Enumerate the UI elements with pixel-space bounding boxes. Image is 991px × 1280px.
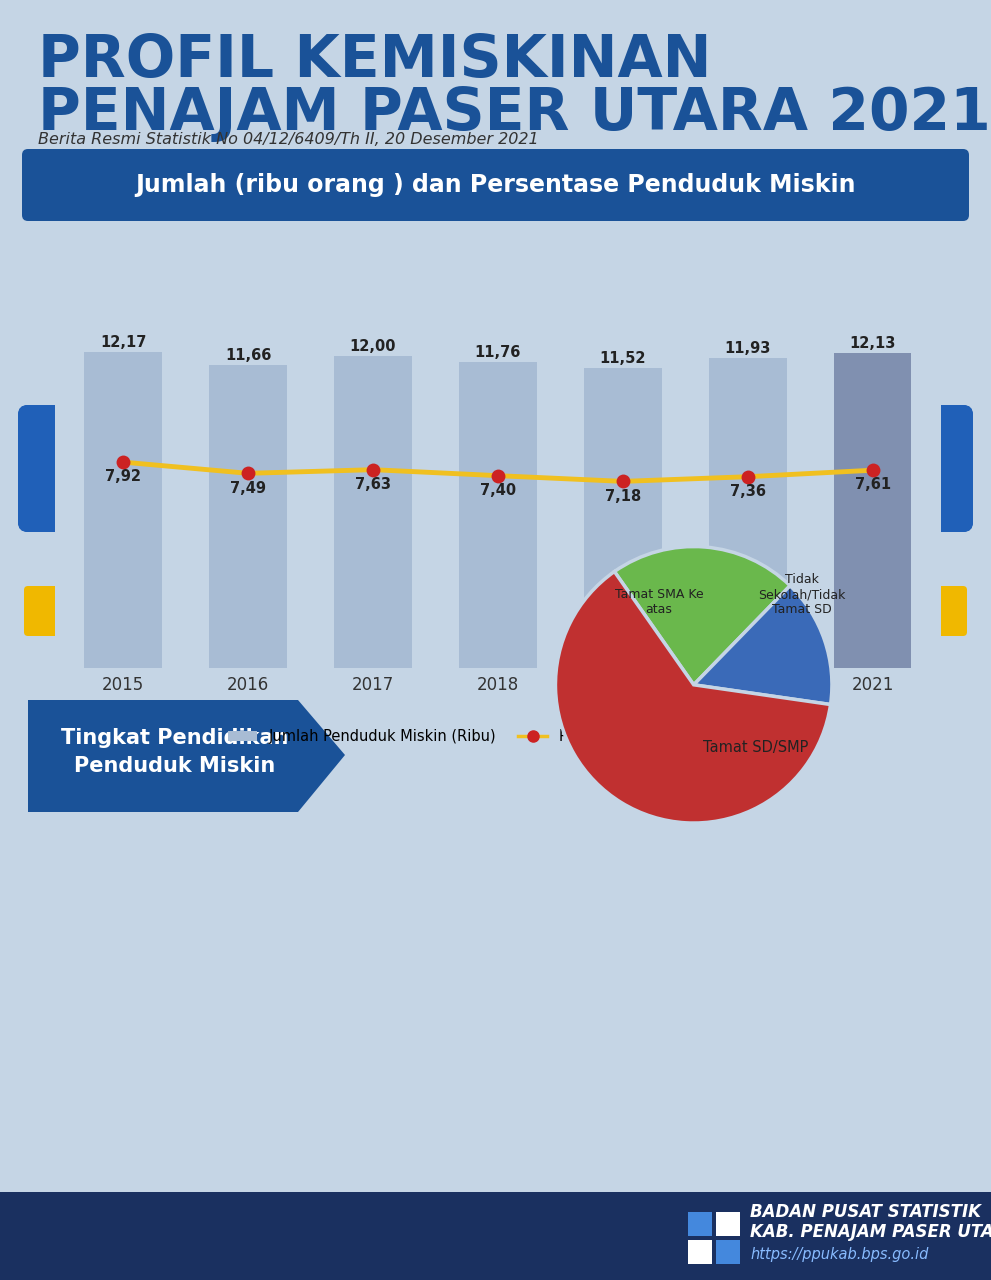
- Text: 7,49: 7,49: [230, 480, 267, 495]
- Bar: [521, 509, 963, 600]
- Text: Tingkat Pendidikan
Penduduk Miskin: Tingkat Pendidikan Penduduk Miskin: [61, 728, 288, 776]
- Text: Berita Resmi Statistik No 04/12/6409/Th II, 20 Desember 2021: Berita Resmi Statistik No 04/12/6409/Th …: [38, 132, 539, 147]
- Text: 12,13: 12,13: [849, 335, 896, 351]
- Polygon shape: [308, 529, 340, 567]
- Text: 7,61: 7,61: [854, 477, 891, 493]
- Text: 11,52: 11,52: [600, 352, 646, 366]
- Bar: [334, 356, 412, 668]
- Bar: [0, 1192, 991, 1280]
- Bar: [710, 358, 787, 668]
- Text: 11,93: 11,93: [724, 340, 771, 356]
- FancyBboxPatch shape: [18, 404, 480, 532]
- Text: KAB. PENAJAM PASER UTARA: KAB. PENAJAM PASER UTARA: [750, 1222, 991, 1242]
- Polygon shape: [801, 529, 833, 567]
- Text: 7,63: 7,63: [355, 477, 391, 492]
- Text: 12,17: 12,17: [100, 334, 147, 349]
- Text: PROFIL KEMISKINAN: PROFIL KEMISKINAN: [38, 32, 712, 90]
- Text: 7,61%: 7,61%: [559, 521, 751, 575]
- FancyBboxPatch shape: [511, 404, 973, 532]
- Bar: [84, 352, 162, 668]
- Text: 11,66: 11,66: [225, 348, 272, 362]
- Bar: [209, 365, 286, 668]
- Text: 7,92: 7,92: [105, 470, 141, 484]
- Text: 12,00: 12,00: [350, 339, 396, 355]
- Text: Garis Kemiskinan Penajam Paser Utara Tahun 2021  sebesar Rp 513.666,- /kapita/bu: Garis Kemiskinan Penajam Paser Utara Tah…: [100, 603, 890, 618]
- Text: Miskin: Miskin: [211, 474, 287, 494]
- Bar: [584, 369, 662, 668]
- Bar: [834, 352, 912, 668]
- FancyBboxPatch shape: [511, 404, 973, 532]
- Text: Tamat SMA Ke
atas: Tamat SMA Ke atas: [614, 588, 704, 616]
- Wedge shape: [614, 547, 790, 685]
- Bar: [688, 1212, 712, 1236]
- Text: 7,36: 7,36: [729, 484, 766, 499]
- FancyBboxPatch shape: [22, 148, 969, 221]
- Text: BADAN PUSAT STATISTIK: BADAN PUSAT STATISTIK: [750, 1203, 981, 1221]
- Text: Tamat SD/SMP: Tamat SD/SMP: [704, 740, 809, 754]
- Wedge shape: [556, 572, 830, 823]
- Text: Jumlah Penduduk: Jumlah Penduduk: [147, 447, 352, 466]
- Text: 7,18: 7,18: [605, 489, 641, 503]
- Wedge shape: [694, 586, 831, 704]
- Text: Jumlah (ribu orang ) dan Persentase Penduduk Miskin: Jumlah (ribu orang ) dan Persentase Pend…: [135, 173, 855, 197]
- Text: 12,13: 12,13: [66, 521, 242, 575]
- Text: https://ppukab.bps.go.id: https://ppukab.bps.go.id: [750, 1247, 929, 1262]
- Legend: Jumlah Penduduk Miskin (Ribu), Persentase Penduduk Miskin: Jumlah Penduduk Miskin (Ribu), Persentas…: [222, 723, 774, 750]
- Text: PENAJAM PASER UTARA 2021: PENAJAM PASER UTARA 2021: [38, 84, 991, 142]
- Text: Tidak
Sekolah/Tidak
Tamat SD: Tidak Sekolah/Tidak Tamat SD: [758, 573, 845, 617]
- Bar: [28, 509, 470, 600]
- Bar: [459, 362, 537, 668]
- Bar: [716, 1240, 740, 1265]
- Bar: [716, 1212, 740, 1236]
- Polygon shape: [28, 700, 345, 812]
- Text: 11,76: 11,76: [475, 346, 521, 360]
- Text: 0,25
Poin: 0,25 Poin: [845, 522, 886, 562]
- FancyBboxPatch shape: [18, 404, 480, 532]
- Text: 0,20
ribu: 0,20 ribu: [352, 522, 393, 562]
- Bar: [688, 1240, 712, 1265]
- Text: 7,40: 7,40: [480, 483, 516, 498]
- Text: Persentase Penduduk: Persentase Penduduk: [613, 447, 871, 466]
- Text: Miskin: Miskin: [704, 474, 780, 494]
- FancyBboxPatch shape: [24, 586, 967, 636]
